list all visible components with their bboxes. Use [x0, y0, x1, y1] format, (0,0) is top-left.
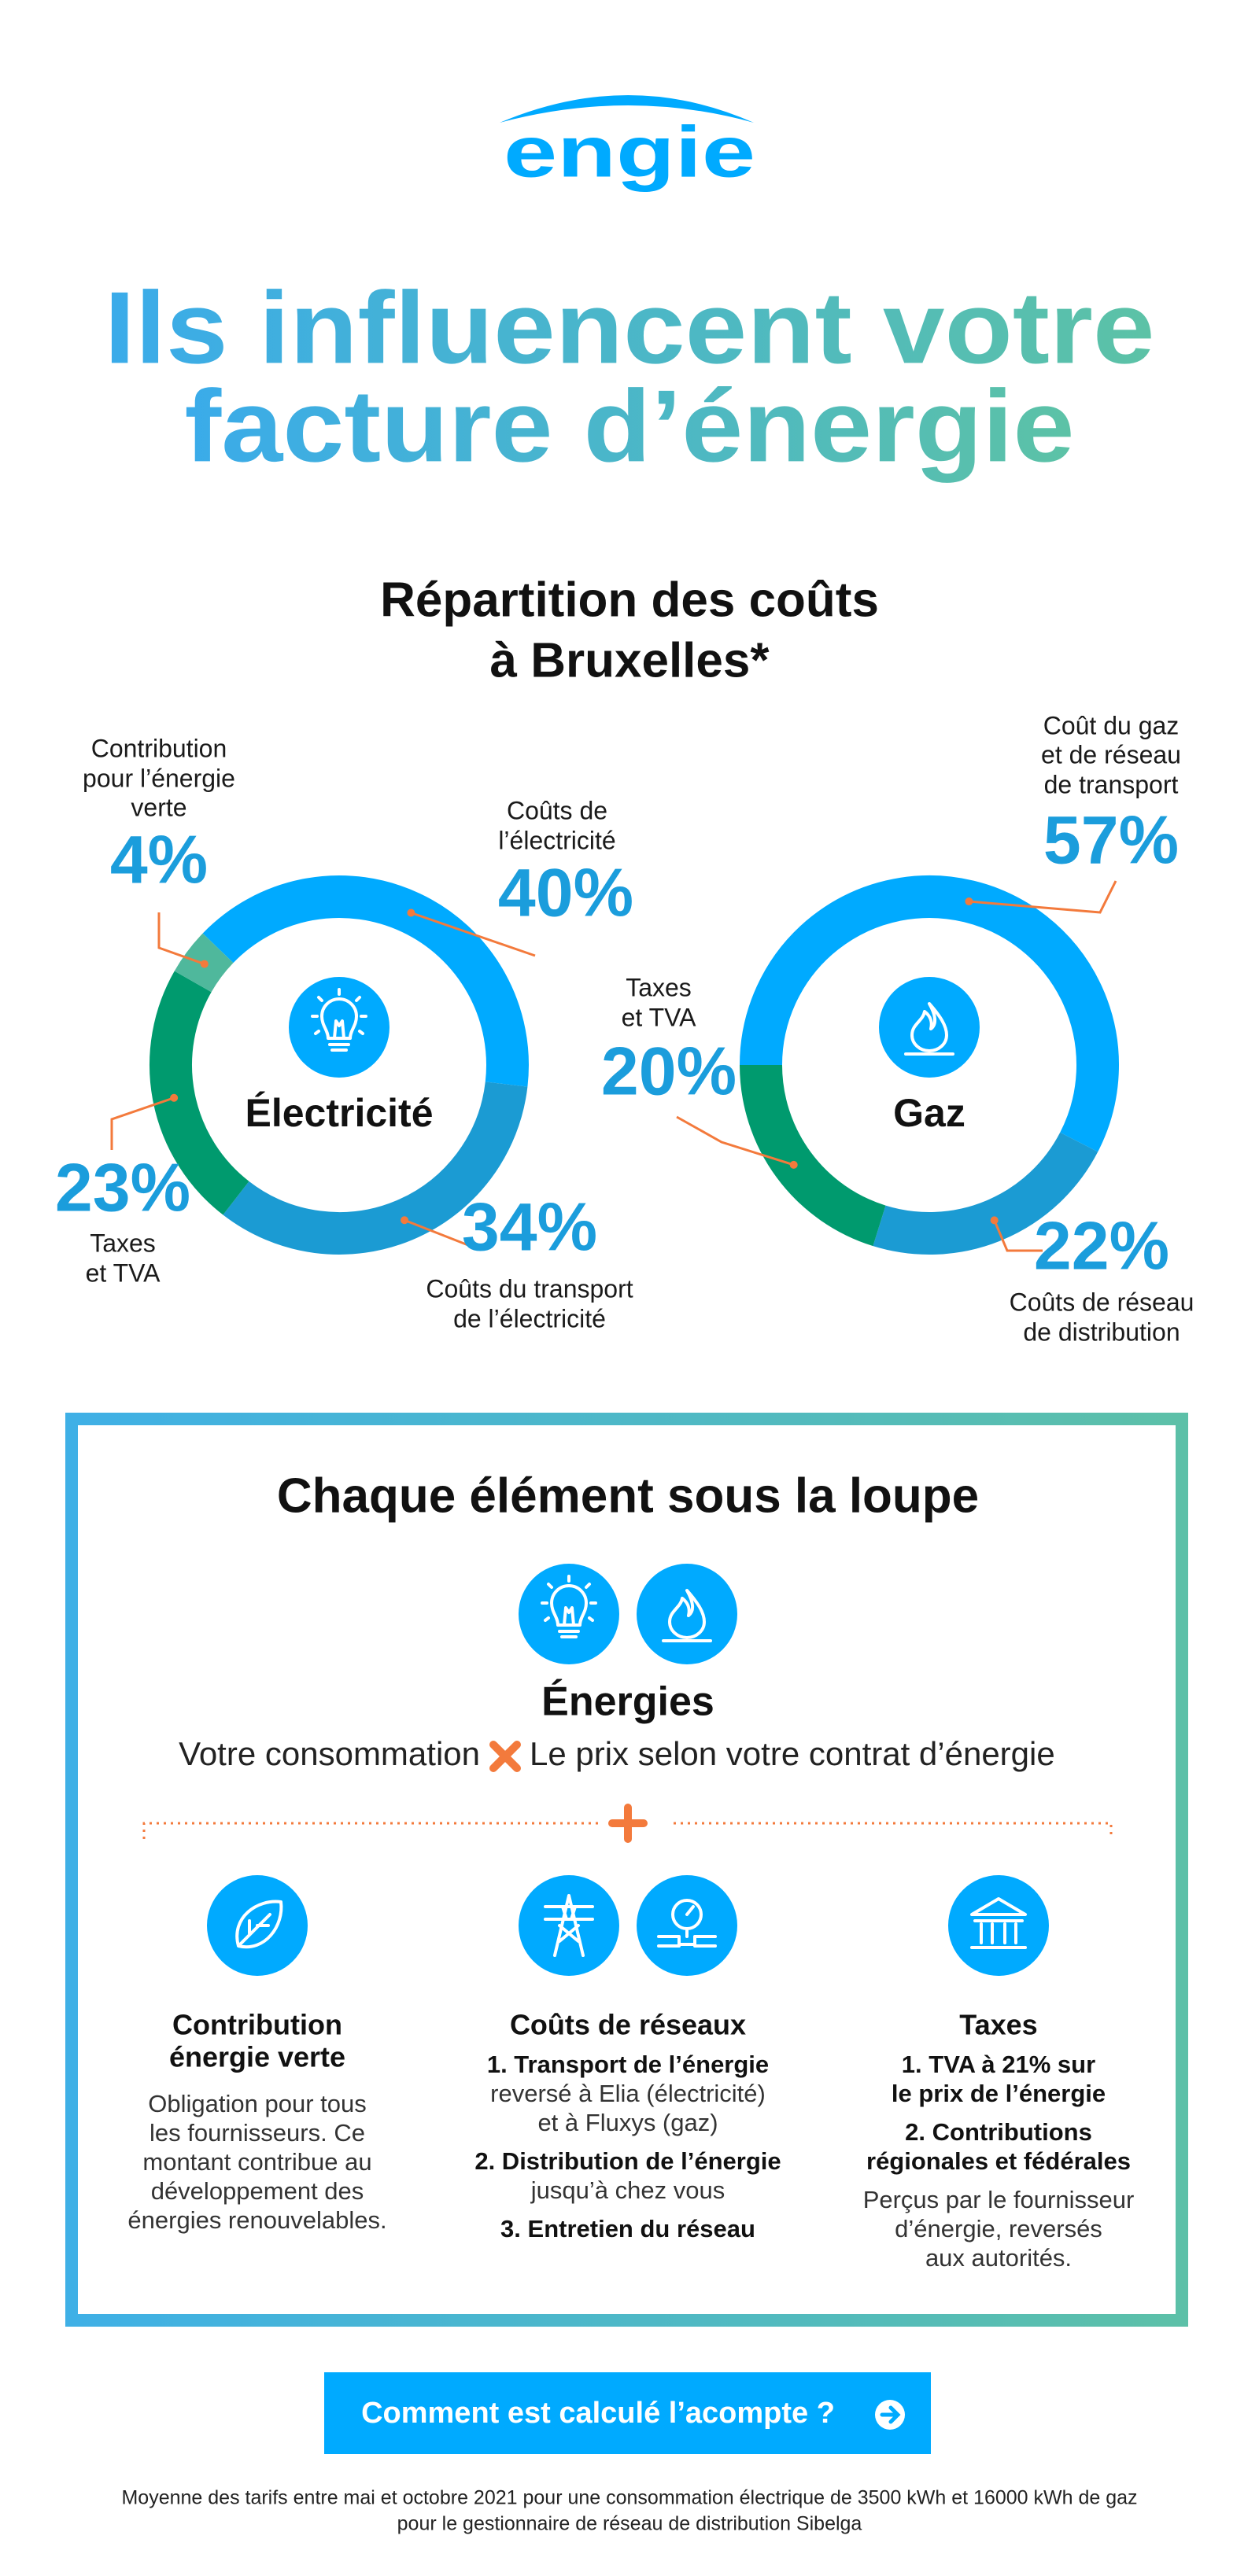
- value-label: 40%: [498, 856, 633, 931]
- column-title: Contribution: [172, 2009, 342, 2041]
- logo-arc: [500, 95, 754, 123]
- category-label: Taxes: [626, 973, 692, 1001]
- leader-dot: [170, 1093, 179, 1102]
- icon-glyph: [657, 1899, 717, 1948]
- footer: Moyenne des tarifs entre mai et octobre …: [121, 2487, 1137, 2509]
- column-heading: 2. Distribution de l’énergie: [474, 2147, 781, 2175]
- icon-glyph: [904, 1002, 954, 1056]
- leader-dot: [965, 897, 973, 906]
- icon-glyph: [235, 1900, 283, 1949]
- column-title: énergie verte: [169, 2041, 345, 2073]
- column-text: Perçus par le fournisseur: [863, 2186, 1135, 2213]
- category-label: de distribution: [1023, 1317, 1180, 1346]
- column-text: montant contribue au: [142, 2148, 371, 2176]
- leader-dot: [200, 960, 209, 968]
- category-label: Coûts du transport: [426, 1274, 633, 1303]
- value-label: 4%: [110, 823, 208, 898]
- column-heading: régionales et fédérales: [866, 2147, 1131, 2175]
- details-title: Chaque élément sous la loupe: [277, 1469, 979, 1523]
- icon-circle: [637, 1564, 737, 1664]
- energies-title: Énergies: [541, 1679, 714, 1725]
- icon-circle: [519, 1875, 619, 1976]
- title: Ils influencent votre: [105, 270, 1155, 385]
- energies-left: Votre consommation: [179, 1735, 480, 1772]
- energies-right: Le prix selon votre contrat d’énergie: [530, 1735, 1055, 1772]
- details-box: [65, 1413, 1188, 2327]
- button-arrow-glyph: [880, 2405, 901, 2424]
- column-text: d’énergie, reversés: [895, 2215, 1102, 2242]
- column-text: développement des: [151, 2177, 364, 2205]
- column-text: jusqu’à chez vous: [530, 2176, 725, 2204]
- category-label: Coût du gaz: [1043, 711, 1180, 739]
- center-label: Électricité: [245, 1091, 433, 1135]
- icon-glyph: [662, 1589, 712, 1642]
- icon-glyph: [970, 1897, 1027, 1949]
- category-label: verte: [131, 793, 186, 821]
- category-label: et TVA: [622, 1003, 697, 1031]
- column-heading: 1. Transport de l’énergie: [487, 2051, 769, 2078]
- leader-dot: [789, 1160, 798, 1169]
- icon-glyph: [544, 1894, 594, 1957]
- value-label: 23%: [55, 1151, 190, 1226]
- column-heading: 3. Entretien du réseau: [500, 2215, 755, 2242]
- column-title: Coûts de réseaux: [510, 2009, 746, 2041]
- column-text: les fournisseurs. Ce: [150, 2119, 365, 2147]
- icon-circle: [879, 977, 980, 1078]
- category-label: de transport: [1044, 770, 1179, 798]
- column-text: reversé à Elia (électricité): [490, 2080, 766, 2107]
- category-label: et TVA: [86, 1259, 161, 1287]
- value-label: 34%: [462, 1190, 597, 1266]
- column-heading: 2. Contributions: [905, 2118, 1092, 2146]
- leader-line: [676, 1115, 795, 1166]
- category-label: pour l’énergie: [83, 764, 235, 792]
- value-label: 22%: [1034, 1209, 1169, 1284]
- column-title: Taxes: [959, 2009, 1037, 2041]
- title: facture d’énergie: [185, 368, 1075, 483]
- column-heading: 1. TVA à 21% sur: [902, 2051, 1095, 2078]
- column-text: et à Fluxys (gaz): [537, 2109, 718, 2136]
- icon-glyph: [311, 988, 367, 1052]
- times-icon: [489, 1741, 521, 1772]
- category-label: Contribution: [91, 734, 227, 762]
- logo: engie: [504, 112, 755, 192]
- plus-icon: [608, 1804, 648, 1843]
- icon-circle: [637, 1875, 737, 1976]
- leader-line: [410, 912, 536, 957]
- icon-circle: [519, 1564, 619, 1664]
- icon-circle: [948, 1875, 1049, 1976]
- category-label: Coûts de réseau: [1010, 1288, 1194, 1316]
- button[interactable]: [324, 2372, 931, 2454]
- button-label[interactable]: Comment est calculé l’acompte ?: [361, 2397, 835, 2430]
- leader-line: [110, 1096, 175, 1150]
- column-heading: le prix de l’énergie: [892, 2080, 1106, 2107]
- category-label: Taxes: [90, 1229, 156, 1257]
- value-label: 20%: [601, 1034, 737, 1110]
- subtitle: Répartition des coûts: [380, 573, 879, 627]
- icon-glyph: [541, 1575, 597, 1638]
- column-text: énergies renouvelables.: [127, 2206, 386, 2234]
- leader-line: [157, 912, 205, 966]
- leader-dot: [990, 1216, 999, 1225]
- category-label: Coûts de: [507, 796, 607, 824]
- leader-line: [404, 1218, 473, 1248]
- footer: pour le gestionnaire de réseau de distri…: [397, 2513, 862, 2535]
- column-text: Obligation pour tous: [148, 2090, 366, 2117]
- category-label: de l’électricité: [453, 1304, 606, 1332]
- category-label: l’électricité: [498, 826, 615, 854]
- column-text: aux autorités.: [925, 2244, 1072, 2272]
- divider: [142, 1822, 1113, 1839]
- leader-line: [993, 1219, 1043, 1252]
- value-label: 57%: [1043, 803, 1179, 879]
- center-label: Gaz: [893, 1091, 965, 1135]
- leader-line: [969, 880, 1117, 914]
- leader-dot: [407, 908, 415, 917]
- leader-dot: [401, 1216, 409, 1225]
- category-label: et de réseau: [1041, 740, 1181, 768]
- subtitle: à Bruxelles*: [490, 633, 770, 687]
- icon-circle: [289, 977, 390, 1078]
